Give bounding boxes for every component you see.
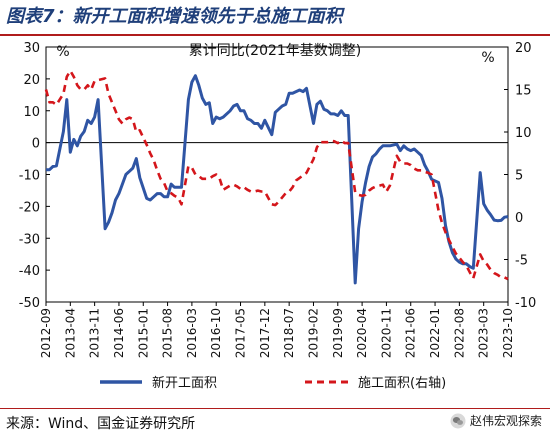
right-axis-ticks: 20 15 10 5 0 -5 -10 (504, 41, 536, 311)
chart-title: 累计同比(2021年基数调整) (189, 42, 362, 59)
legend-label-new-starts: 新开工面积 (152, 375, 217, 391)
left-axis-unit: % (56, 44, 69, 60)
title-divider (0, 34, 550, 36)
line-chart: 累计同比(2021年基数调整) % % 30 20 10 0 -10 -20 -30 -40 -… (19, 41, 536, 391)
x-tick-label: 2016-03 (185, 308, 199, 358)
figure-title: 图表7：新开工面积增速领先于总施工面积 (6, 6, 343, 27)
series-line-new-starts (46, 74, 509, 285)
x-tick-label: 2014-06 (112, 308, 126, 358)
wechat-icon (450, 413, 466, 429)
series-lines (44, 69, 509, 285)
x-tick-label: 2023-10 (501, 308, 515, 358)
x-tick-label: 2019-09 (331, 308, 345, 358)
left-tick-label: 30 (23, 41, 40, 56)
x-tick-label: 2015-08 (161, 308, 175, 358)
left-tick-label: 10 (23, 105, 40, 120)
series-line-under-construction (44, 69, 509, 281)
legend: 新开工面积 施工面积(右轴) (100, 375, 446, 391)
x-tick-label: 2019-02 (306, 308, 320, 358)
x-tick-label: 2022-01 (428, 308, 442, 358)
x-tick-label: 2015-01 (136, 308, 150, 358)
x-tick-label: 2021-06 (404, 308, 418, 358)
x-tick-label: 2013-11 (88, 308, 102, 358)
right-tick-label: 0 (515, 211, 523, 226)
plot-border (45, 46, 509, 303)
watermark-text: 赵伟宏观探索 (469, 414, 542, 428)
x-tick-label: 2018-07 (282, 308, 296, 358)
x-tick-label: 2017-05 (234, 308, 248, 358)
legend-label-under-construction: 施工面积(右轴) (358, 376, 446, 391)
left-tick-label: -20 (19, 200, 40, 215)
x-tick-label: 2020-04 (355, 308, 369, 358)
right-tick-label: 5 (515, 169, 523, 184)
x-axis-ticks: 2012-09 2013-04 2013-11 2014-06 2015-01 2015-… (39, 302, 515, 358)
right-tick-label: -10 (515, 296, 536, 311)
chart-frame (45, 46, 509, 303)
left-tick-label: -10 (19, 169, 40, 184)
x-tick-label: 2016-10 (209, 308, 223, 358)
x-tick-label: 2017-12 (258, 308, 272, 358)
x-tick-label: 2020-11 (379, 308, 393, 358)
x-tick-label: 2023-03 (477, 308, 491, 358)
left-tick-label: -40 (19, 264, 40, 279)
right-tick-label: 10 (515, 126, 532, 141)
x-tick-label: 2012-09 (39, 308, 53, 358)
source-divider (0, 408, 550, 409)
right-tick-label: 20 (515, 41, 532, 56)
source-note: 来源：Wind、国金证券研究所 (6, 416, 196, 432)
left-tick-label: -30 (19, 232, 40, 247)
right-tick-label: 15 (515, 84, 532, 99)
left-tick-label: 20 (23, 73, 40, 88)
right-tick-label: -5 (515, 254, 528, 269)
watermark: 赵伟宏观探索 (450, 412, 542, 429)
x-tick-label: 2022-08 (452, 308, 466, 358)
x-tick-label: 2013-04 (63, 308, 77, 358)
left-tick-label: 0 (32, 137, 40, 152)
left-tick-label: -50 (19, 296, 40, 311)
right-axis-unit: % (481, 50, 494, 66)
left-axis-ticks: 30 20 10 0 -10 -20 -30 -40 -50 (19, 41, 50, 311)
